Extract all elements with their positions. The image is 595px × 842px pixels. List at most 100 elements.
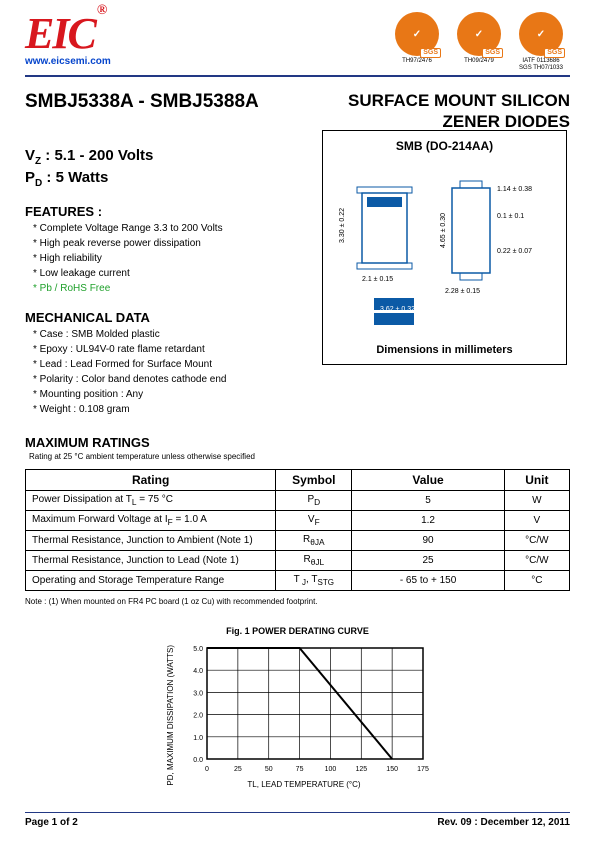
max-ratings-subhead: Rating at 25 °C ambient temperature unle… [29,452,570,461]
ratings-table: Rating Symbol Value Unit Power Dissipati… [25,469,570,591]
specs: VZ : 5.1 - 200 Volts PD : 5 Watts [25,146,305,190]
svg-text:25: 25 [234,766,242,773]
svg-text:100: 100 [325,766,337,773]
svg-text:0.0: 0.0 [193,757,203,764]
left-column: VZ : 5.1 - 200 Volts PD : 5 Watts FEATUR… [25,146,305,417]
chart-body: 02550751001251501750.01.02.03.04.05.0 TL… [179,642,429,789]
dim-label: 0.22 ± 0.07 [497,248,532,255]
unit-cell: °C/W [504,530,569,550]
svg-text:125: 125 [355,766,367,773]
unit-cell: °C [504,570,569,590]
svg-text:5.0: 5.0 [193,646,203,653]
value-cell: - 65 to + 150 [352,570,504,590]
cert-icon: ✓ [519,12,563,56]
svg-text:150: 150 [386,766,398,773]
dim-label: 1.14 ± 0.38 [497,186,532,193]
svg-text:4.0: 4.0 [193,668,203,675]
value-cell: 5 [352,490,504,510]
mech-list: Case : SMB Molded plastic Epoxy : UL94V-… [25,327,305,417]
mech-item: Mounting position : Any [33,387,305,402]
mech-item: Case : SMB Molded plastic [33,327,305,342]
vz-value: : 5.1 - 200 Volts [41,147,153,164]
symbol-cell: T J, TSTG [276,570,352,590]
package-drawing: 3.30 ± 0.22 2.1 ± 0.15 4.65 ± 0.30 1.14 … [332,163,557,328]
dim-label: 4.65 ± 0.30 [440,213,447,248]
rating-cell: Operating and Storage Temperature Range [26,570,276,590]
mech-item: Polarity : Color band denotes cathode en… [33,372,305,387]
table-row: Power Dissipation at TL = 75 °C PD 5 W [26,490,570,510]
cert-label: TH97/2476 [402,58,432,65]
registered-mark: ® [97,3,105,18]
product-title-l1: SURFACE MOUNT SILICON [348,91,570,110]
symbol-cell: RθJA [276,530,352,550]
cert-badge: ✓ TH97/2476 [388,12,446,71]
cert-badge: ✓ IATF 0113686 SGS TH07/1033 [512,12,570,71]
package-box: SMB (DO-214AA) 3.30 ± 0.22 2.1 ± 0.15 4.… [322,130,567,365]
mech-heading: MECHANICAL DATA [25,310,305,325]
feature-item: High peak reverse power dissipation [33,236,305,251]
col-unit: Unit [504,469,569,490]
dim-label: 2.1 ± 0.15 [362,276,393,283]
value-cell: 25 [352,550,504,570]
header-separator [25,75,570,77]
symbol-cell: PD [276,490,352,510]
pd-value: : 5 Watts [42,169,108,186]
revision: Rev. 09 : December 12, 2011 [437,817,570,828]
table-row: Thermal Resistance, Junction to Lead (No… [26,550,570,570]
logo: EIC® [25,12,111,56]
rating-cell: Power Dissipation at TL = 75 °C [26,490,276,510]
svg-text:175: 175 [417,766,429,773]
table-header-row: Rating Symbol Value Unit [26,469,570,490]
chart-container: PD, MAXIMUM DISSIPATION (WATTS) 02550751… [25,642,570,789]
logo-text: EIC [25,9,95,58]
derating-chart: 02550751001251501750.01.02.03.04.05.0 [179,642,429,777]
svg-text:50: 50 [265,766,273,773]
dim-label: 3.30 ± 0.22 [339,208,346,243]
package-title: SMB (DO-214AA) [331,139,558,153]
max-ratings-heading: MAXIMUM RATINGS [25,435,570,450]
features-heading: FEATURES : [25,204,305,219]
col-symbol: Symbol [276,469,352,490]
mech-item: Lead : Lead Formed for Surface Mount [33,357,305,372]
svg-text:2.0: 2.0 [193,713,203,720]
dim-label: 3.62 ± 0.32 [380,306,415,313]
feature-item: Low leakage current [33,266,305,281]
cert-label: IATF 0113686 [522,58,559,65]
dim-label: 0.1 ± 0.1 [497,213,524,220]
unit-cell: W [504,490,569,510]
chart-xlabel: TL, LEAD TEMPERATURE (°C) [179,780,429,789]
package-dim-footer: Dimensions in millimeters [323,344,566,356]
header: EIC® www.eicsemi.com ✓ TH97/2476 ✓ TH09/… [25,0,570,73]
pd-label: P [25,169,35,186]
cert-icon: ✓ [395,12,439,56]
table-row: Operating and Storage Temperature Range … [26,570,570,590]
unit-cell: °C/W [504,550,569,570]
cert-icon: ✓ [457,12,501,56]
figure-title: Fig. 1 POWER DERATING CURVE [25,626,570,636]
cert-label2: SGS TH07/1033 [519,65,563,72]
cert-badge: ✓ TH09/2479 [450,12,508,71]
title-row: SMBJ5338A - SMBJ5388A SURFACE MOUNT SILI… [25,91,570,132]
value-cell: 90 [352,530,504,550]
cert-badges: ✓ TH97/2476 ✓ TH09/2479 ✓ IATF 0113686 S… [388,12,570,71]
symbol-cell: VF [276,510,352,530]
page-number: Page 1 of 2 [25,817,78,828]
feature-item: High reliability [33,251,305,266]
features-list: Complete Voltage Range 3.3 to 200 Volts … [25,221,305,296]
part-number-title: SMBJ5338A - SMBJ5388A [25,91,259,113]
rating-cell: Thermal Resistance, Junction to Lead (No… [26,550,276,570]
table-row: Thermal Resistance, Junction to Ambient … [26,530,570,550]
product-title-l2: ZENER DIODES [442,112,570,131]
col-value: Value [352,469,504,490]
logo-block: EIC® www.eicsemi.com [25,12,111,67]
svg-text:75: 75 [296,766,304,773]
feature-item-rohs: Pb / RoHS Free [33,281,305,296]
unit-cell: V [504,510,569,530]
cert-label: TH09/2479 [464,58,494,65]
mech-item: Epoxy : UL94V-0 rate flame retardant [33,342,305,357]
rating-cell: Maximum Forward Voltage at IF = 1.0 A [26,510,276,530]
feature-item: Complete Voltage Range 3.3 to 200 Volts [33,221,305,236]
value-cell: 1.2 [352,510,504,530]
footer: Page 1 of 2 Rev. 09 : December 12, 2011 [25,812,570,828]
symbol-cell: RθJL [276,550,352,570]
